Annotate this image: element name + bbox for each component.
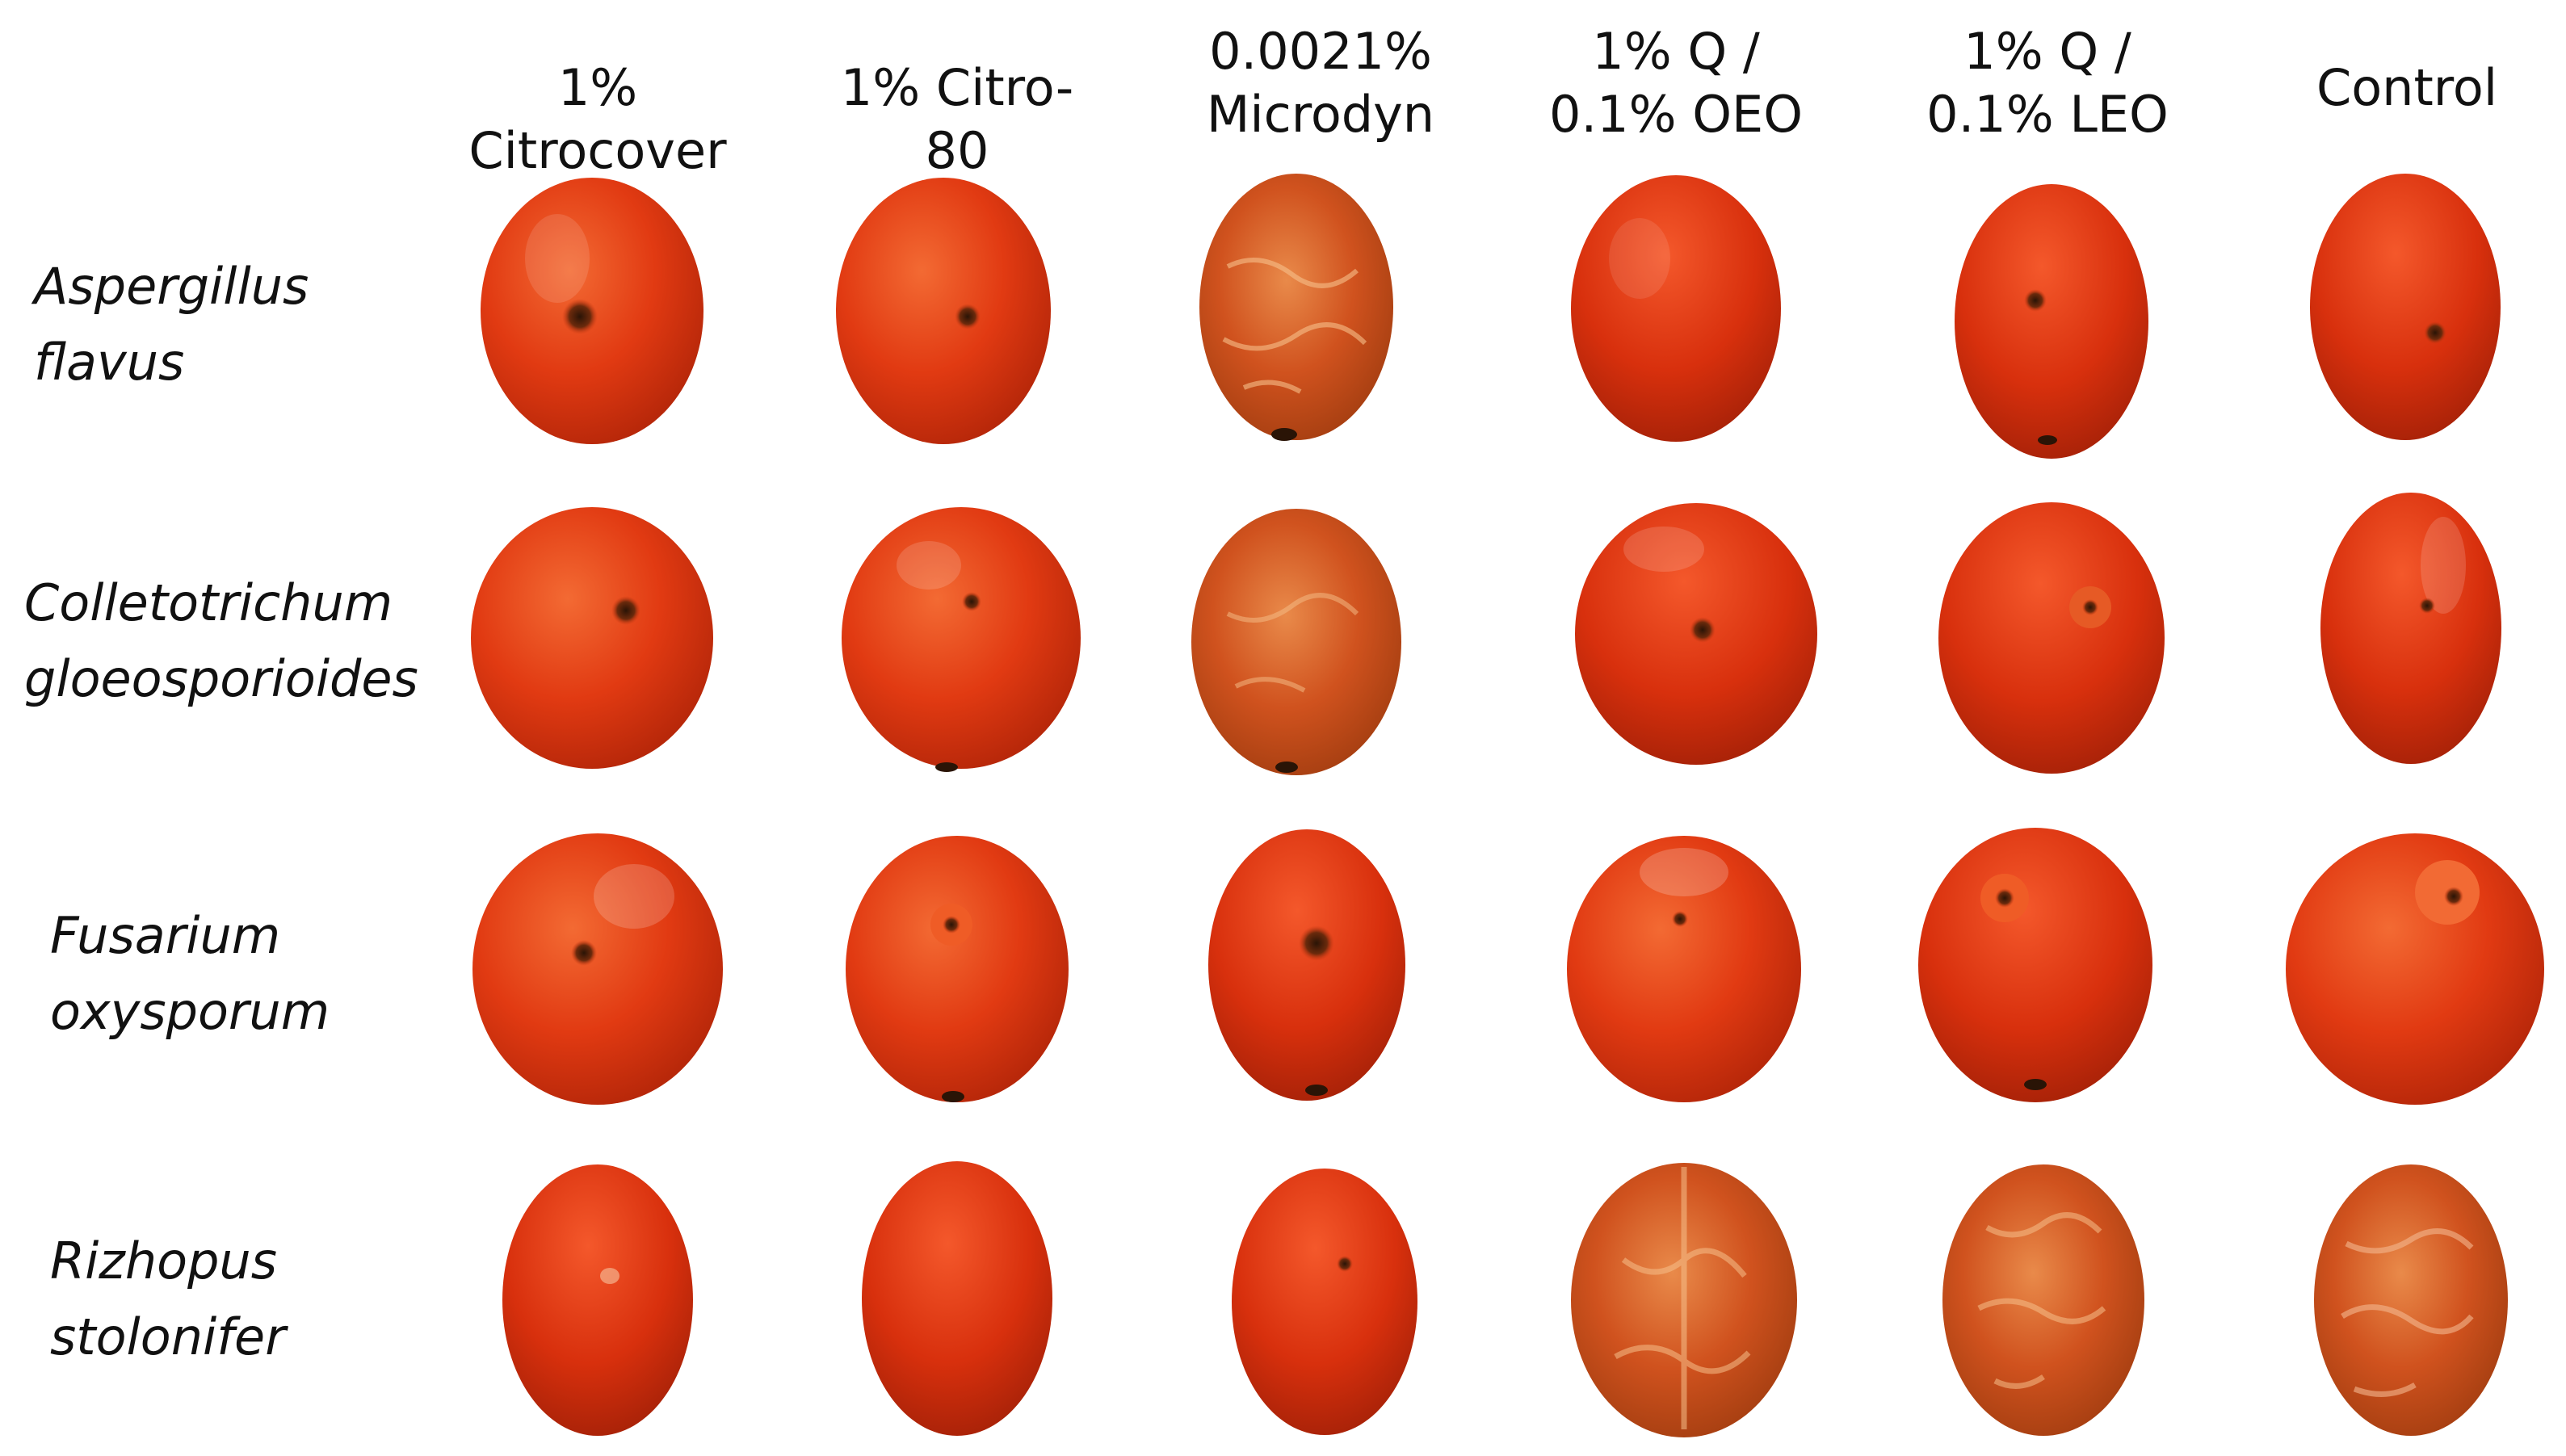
column-header-control: Control — [2316, 58, 2498, 117]
fruit-colletotrichum-citrocover — [471, 507, 713, 769]
fruit-fusarium-control — [2286, 833, 2544, 1105]
fruit-colletotrichum-citro-80 — [842, 507, 1081, 772]
fruit-fusarium-q-leo — [1918, 828, 2152, 1102]
fruit-aspergillus-microdyn — [1199, 174, 1393, 441]
fruit-aspergillus-control — [2310, 174, 2501, 440]
fruit-aspergillus-citro-80 — [836, 178, 1051, 444]
fruit-fusarium-citrocover — [472, 833, 723, 1105]
fruit-aspergillus-citrocover — [481, 178, 703, 444]
fruit-colletotrichum-microdyn — [1191, 509, 1401, 775]
fruit-rizhopus-q-leo — [1942, 1164, 2144, 1436]
fruit-rizhopus-citrocover — [502, 1164, 693, 1436]
fruit-fusarium-microdyn — [1208, 829, 1405, 1101]
column-header-q-leo: 1% Q / 0.1% LEO — [1926, 22, 2169, 144]
fruit-colletotrichum-q-oeo — [1575, 503, 1817, 765]
row-label-rizhopus: Rizhopus stolonifer — [50, 1232, 286, 1366]
fruit-fusarium-q-oeo — [1567, 836, 1801, 1102]
fruit-fusarium-citro-80 — [846, 836, 1069, 1102]
fruit-rizhopus-control — [2314, 1164, 2508, 1436]
fruit-colletotrichum-q-leo — [1938, 502, 2165, 774]
fruit-rizhopus-microdyn — [1232, 1169, 1417, 1435]
column-header-citro-80: 1% Citro-80 — [840, 58, 1074, 180]
row-label-aspergillus: Aspergillus flavus — [34, 257, 309, 392]
fruit-aspergillus-q-leo — [1955, 184, 2148, 459]
fruit-rizhopus-citro-80 — [862, 1161, 1052, 1436]
row-label-colletotrichum: Colletotrichum gloeosporioides — [24, 573, 418, 708]
row-label-fusarium: Fusarium oxysporum — [50, 906, 330, 1041]
column-header-q-oeo: 1% Q / 0.1% OEO — [1549, 22, 1803, 144]
fruit-aspergillus-q-oeo — [1571, 175, 1781, 442]
fruit-colletotrichum-control — [2320, 493, 2501, 764]
fruit-rizhopus-q-oeo — [1571, 1163, 1797, 1437]
column-header-microdyn: 0.0021% Microdyn — [1206, 22, 1435, 144]
column-header-citrocover: 1% Citrocover — [468, 58, 727, 180]
